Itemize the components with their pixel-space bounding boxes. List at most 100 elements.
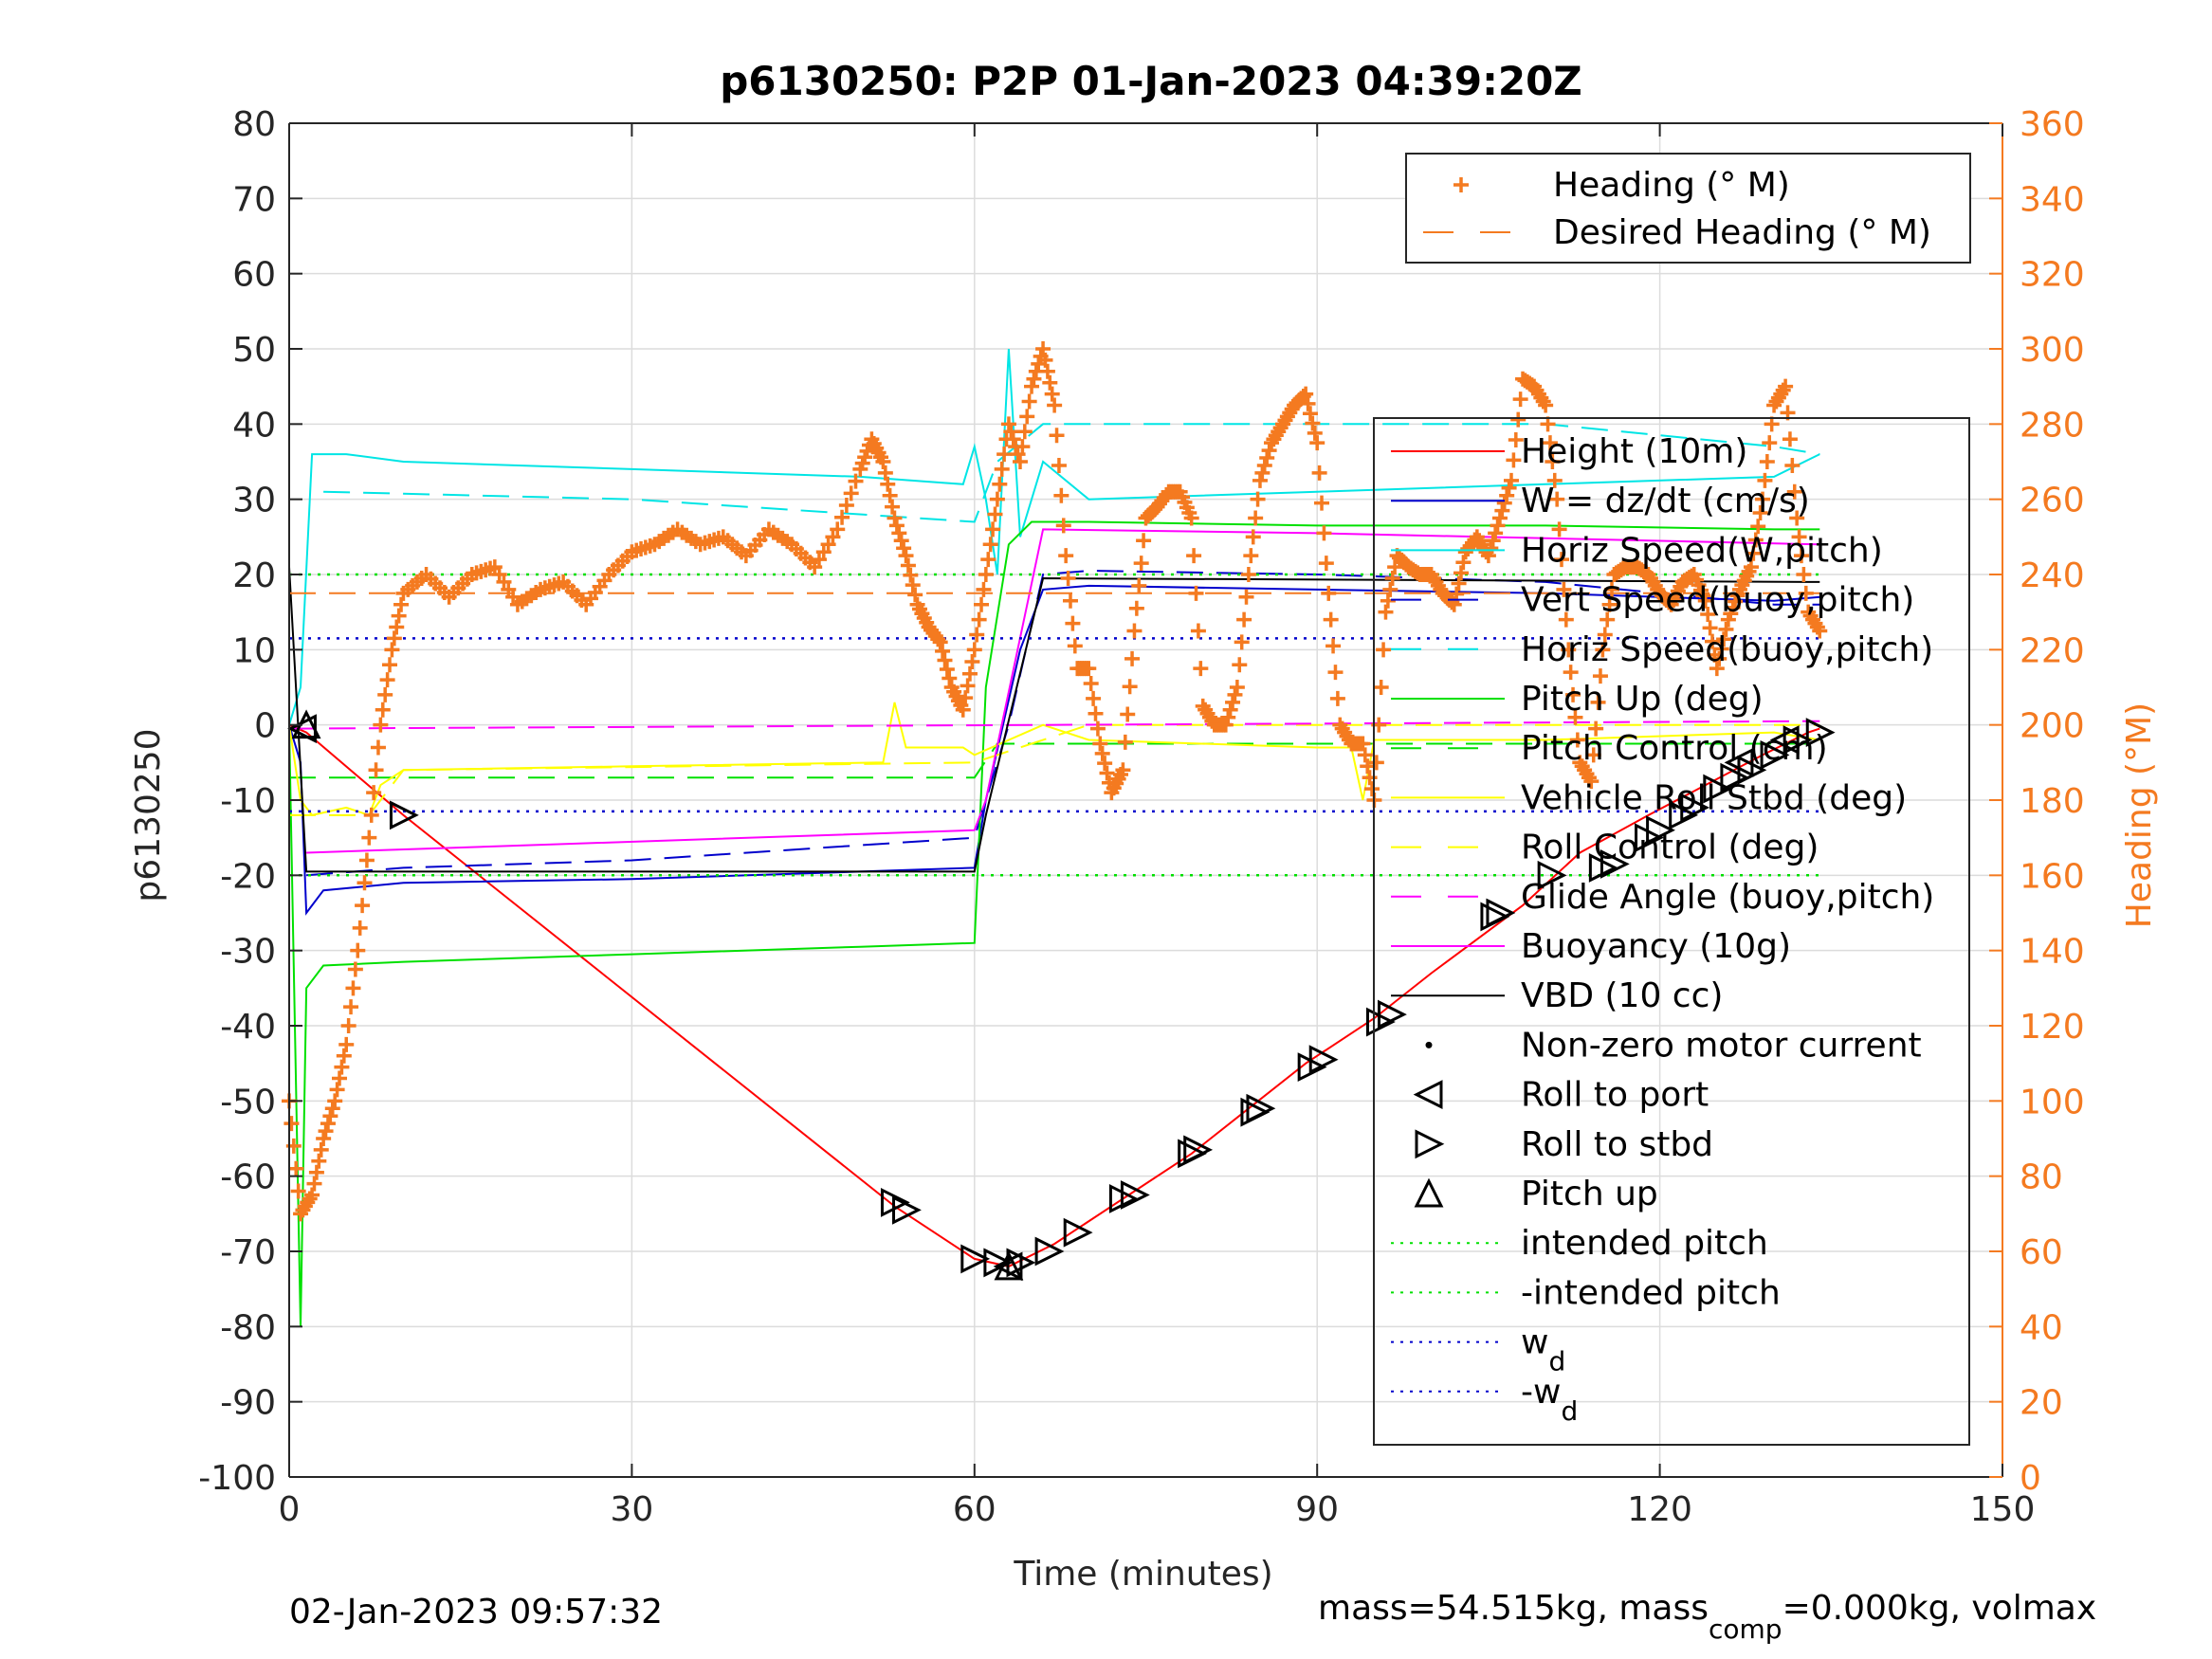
heading-point [905,577,921,593]
heading-point [308,1164,324,1180]
heading-point [958,690,974,706]
heading-point [969,627,985,643]
legend-main-entry: Roll to stbd [1521,1125,1713,1164]
heading-point [1044,386,1060,402]
heading-point [1300,395,1316,411]
legend-main-entry: Non-zero motor current [1521,1026,1922,1065]
series-buoyancy-10g [306,528,1820,854]
heading-point [1099,765,1115,781]
heading-point [1485,533,1501,549]
heading-point [939,661,955,677]
heading-point [1243,548,1259,564]
heading-point [1042,374,1058,391]
heading-point [1368,755,1384,771]
heading-point [1747,532,1764,548]
heading-point [1697,592,1713,609]
heading-point [313,1141,329,1158]
heading-point [982,537,998,553]
heading-point [1585,747,1601,763]
heading-point [1060,570,1076,586]
heading-point [1314,495,1330,511]
heading-point [1746,545,1762,561]
heading-point [1563,665,1579,681]
heading-point [989,491,1005,507]
legend-swatch [1413,1080,1443,1110]
heading-point [1549,491,1565,507]
heading-point [1360,758,1376,775]
heading-point [306,1176,322,1192]
legend-main-entry-text: Glide Angle (buoy,pitch) [1521,878,1934,917]
heading-point [382,657,398,673]
roll-marker-right [1600,849,1630,879]
y-tick-label-left: -10 [220,782,276,821]
heading-point [1298,386,1314,402]
heading-point [1561,642,1577,658]
heading-point [1026,371,1042,387]
x-tick-label: 150 [1970,1490,2036,1529]
heading-point [896,540,912,556]
heading-point [1501,480,1517,496]
heading-point [1256,457,1272,473]
roll-marker-right [983,1248,1014,1278]
legend-heading-entry: Heading (° M) [1553,166,1790,205]
heading-point [324,1101,340,1117]
legend-main-entry-text: Pitch up [1521,1175,1658,1213]
heading-point [377,686,393,702]
y-tick-label-right: 120 [2020,1008,2085,1047]
heading-point [1546,472,1563,488]
heading-point [1307,425,1323,441]
heading-point [1240,567,1256,582]
heading-point [1453,565,1469,581]
y-tick-label-left: 60 [232,256,276,295]
heading-point [1812,623,1828,639]
heading-point [994,461,1010,477]
heading-point [290,1183,306,1199]
heading-point [1245,529,1261,545]
heading-point [1124,650,1141,666]
heading-point [1058,548,1074,564]
heading-point [1250,491,1266,507]
y-tick-label-left: -70 [220,1233,276,1272]
heading-point [1015,439,1031,455]
heading-point [1451,575,1467,592]
roll-marker-left [1724,747,1754,777]
heading-point [880,476,896,492]
heading-point [1229,680,1245,695]
legend-swatch [1453,177,1469,192]
heading-point [1558,611,1574,628]
heading-point [1037,352,1053,368]
legend-main-entry-text: Pitch Control (cm) [1521,729,1828,768]
heading-point [1595,642,1611,658]
y-tick-label-right: 20 [2020,1384,2063,1423]
series-glide-angle-buoy-pitch [288,720,1820,730]
legend-main-box [1373,417,1970,1446]
heading-point [1238,589,1254,605]
y-tick-label-right: 160 [2020,857,2085,896]
heading-point [882,487,898,503]
y-tick-label-right: 180 [2020,782,2085,821]
heading-point [903,567,919,583]
heading-point [1120,706,1136,722]
heading-point [961,665,978,682]
legend-main-entry-text: -intended pitch [1521,1273,1781,1312]
heading-point [1743,559,1759,575]
heading-point [964,654,980,670]
heading-point [1506,452,1522,468]
heading-point [1220,709,1236,725]
heading-point [1784,457,1801,473]
roll-marker-right [1378,999,1407,1030]
heading-point [996,447,1013,463]
heading-point [1759,454,1775,469]
heading-point [1188,585,1204,601]
heading-point [1259,450,1275,466]
y-tick-label-right: 260 [2020,482,2085,520]
heading-point [1039,363,1055,379]
legend-main-entry: Roll Control (deg) [1521,829,1819,867]
legend-main-entry-text: Roll Control (deg) [1521,829,1819,867]
heading-point [1488,525,1504,541]
heading-point [1126,623,1143,639]
y-tick-label-left: 20 [232,556,276,595]
legend-main-entry-text: W = dz/dt (cm/s) [1521,482,1810,520]
heading-point [1003,424,1019,440]
roll-marker-right [1537,860,1567,890]
